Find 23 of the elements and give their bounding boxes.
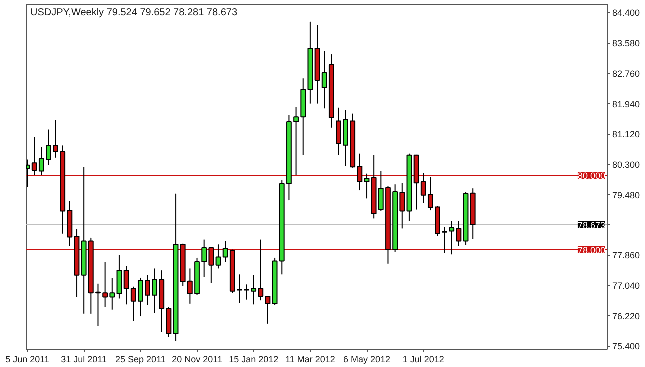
x-tick-label: 11 Mar 2012 xyxy=(286,354,336,364)
chart-title: USDJPY,Weekly 79.524 79.652 78.281 78.673 xyxy=(30,8,238,18)
y-tick-label: 76.220 xyxy=(612,311,640,322)
x-tick-label: 6 May 2012 xyxy=(344,354,391,364)
x-tick-label: 20 Nov 2011 xyxy=(172,354,222,364)
ref-line-label: 78.000 xyxy=(578,245,606,256)
y-tick-label: 75.400 xyxy=(612,342,640,352)
x-tick-label: 1 Jul 2012 xyxy=(402,354,444,364)
y-tick-label: 83.580 xyxy=(612,38,640,49)
y-tick-label: 77.860 xyxy=(612,250,640,261)
y-tick-label: 81.940 xyxy=(612,99,640,110)
x-tick-label: 31 Jul 2011 xyxy=(61,354,108,364)
ref-line-label: 80.000 xyxy=(578,171,606,182)
x-tick-label: 15 Jan 2012 xyxy=(229,354,279,364)
y-tick-label: 77.040 xyxy=(612,280,640,291)
y-tick-label: 82.760 xyxy=(612,68,640,79)
y-tick-label: 84.400 xyxy=(612,8,640,18)
y-tick-label: 79.480 xyxy=(612,190,640,200)
x-tick-label: 25 Sep 2011 xyxy=(115,354,166,364)
x-tick-label: 5 Jun 2011 xyxy=(6,354,50,364)
y-tick-label: 80.300 xyxy=(612,160,640,170)
ref-line-label: 78.673 xyxy=(578,220,606,230)
y-tick-label: 81.120 xyxy=(612,130,640,140)
